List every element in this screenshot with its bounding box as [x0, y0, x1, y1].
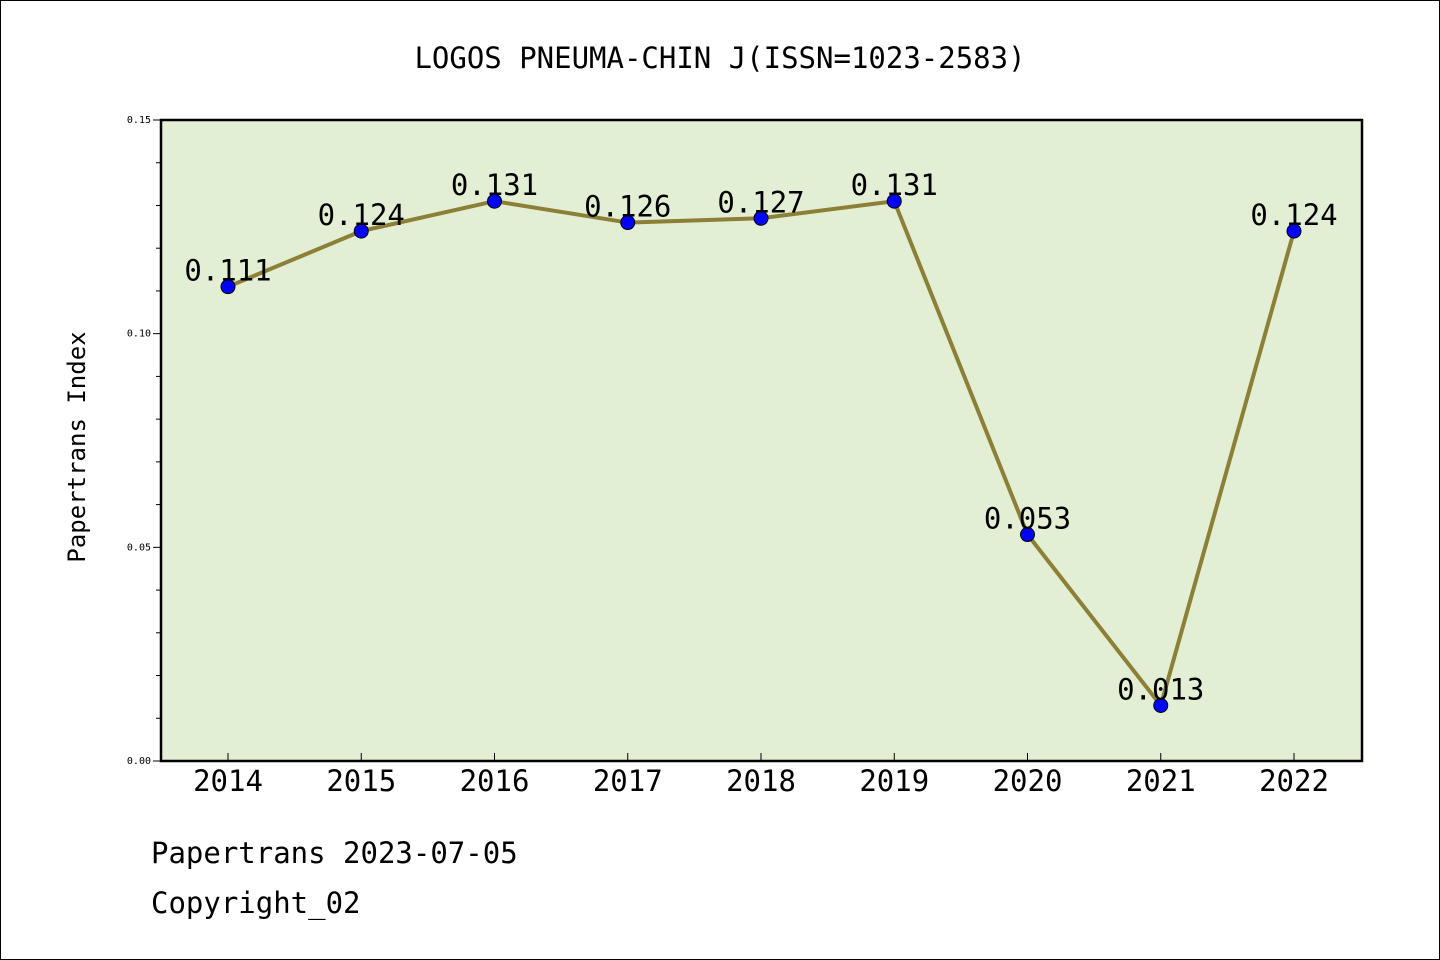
data-point [1020, 527, 1035, 543]
x-tick-label: 2016 [460, 764, 530, 798]
x-tick-label: 2020 [993, 764, 1063, 798]
y-tick-label: 0.10 [127, 329, 151, 340]
x-tick-label: 2021 [1126, 764, 1196, 798]
data-point [487, 193, 502, 209]
data-label: 0.053 [984, 502, 1071, 536]
y-tick-label: 0.15 [127, 115, 151, 126]
data-label: 0.126 [584, 190, 671, 224]
footer-date: Papertrans 2023-07-05 [151, 836, 518, 870]
chart-title: LOGOS PNEUMA-CHIN J(ISSN=1023-2583) [414, 41, 1025, 75]
x-tick-label: 2022 [1259, 764, 1329, 798]
data-label: 0.013 [1117, 672, 1204, 706]
y-axis-label: Papertrans Index [63, 331, 91, 562]
x-tick-label: 2015 [326, 764, 396, 798]
x-tick-label: 2014 [193, 764, 263, 798]
data-label: 0.124 [318, 198, 405, 232]
data-label: 0.111 [184, 254, 271, 288]
data-point [753, 210, 769, 226]
data-point [353, 223, 369, 239]
data-markers [220, 193, 1302, 713]
data-point [1153, 697, 1169, 713]
data-labels: 0.111 0.124 0.131 0.126 0.127 0.131 0.053 0.013… [184, 168, 1337, 706]
data-point [886, 193, 902, 209]
y-axis: 0.00 0.05 0.10 0.15 [127, 115, 161, 767]
footer-copyright: Copyright_02 [151, 886, 361, 920]
x-tick-label: 2019 [859, 764, 929, 798]
data-label: 0.127 [717, 185, 804, 219]
x-tick-label: 2018 [726, 764, 796, 798]
x-axis: 2014 2015 2016 2017 2018 2019 2020 2021 2022 [193, 753, 1329, 798]
data-point [1286, 223, 1302, 239]
data-label: 0.131 [851, 168, 938, 202]
data-point [620, 215, 636, 231]
data-point [220, 279, 236, 295]
data-label: 0.131 [451, 168, 538, 202]
data-label: 0.124 [1250, 198, 1337, 232]
y-tick-label: 0.05 [127, 542, 151, 553]
x-tick-label: 2017 [593, 764, 663, 798]
y-tick-label: 0.00 [127, 756, 151, 767]
